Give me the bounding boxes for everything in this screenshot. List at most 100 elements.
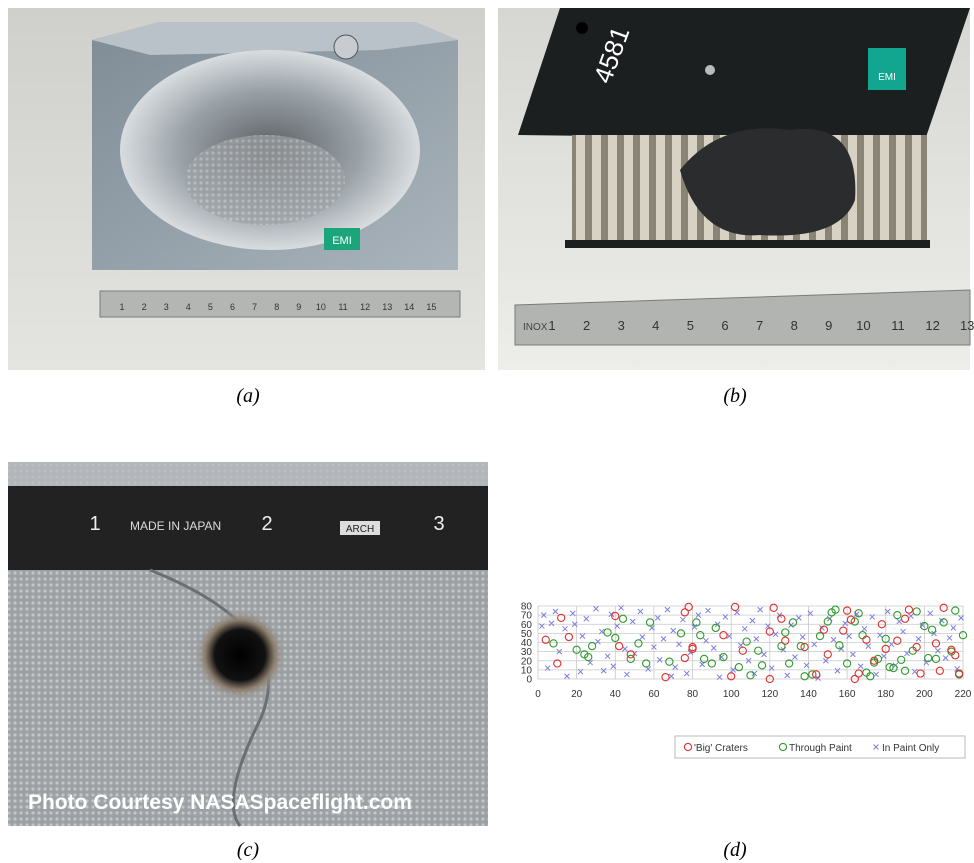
ruler-number: 12	[360, 302, 370, 312]
point	[563, 626, 568, 631]
x-tick-label: 200	[916, 689, 933, 700]
point	[897, 619, 902, 624]
x-tick-label: 20	[571, 689, 583, 700]
ruler-number: 2	[583, 318, 590, 333]
ruler-brand: ARCH	[346, 524, 374, 535]
point	[638, 609, 643, 614]
point	[564, 674, 569, 679]
point	[908, 614, 913, 619]
point	[917, 670, 924, 677]
ruler-brand: INOX	[523, 322, 548, 333]
ruler-number: 3	[433, 513, 444, 535]
legend-label: Through Paint	[789, 743, 852, 754]
point	[940, 604, 947, 611]
ruler-number: 10	[856, 318, 870, 333]
x-tick-label: 160	[839, 689, 856, 700]
ruler-number: 13	[382, 302, 392, 312]
point	[855, 670, 862, 677]
ruler-number: 4	[186, 302, 191, 312]
watermark: Photo Courtesy NASASpaceflight.com	[28, 791, 412, 814]
point	[758, 607, 763, 612]
ruler-number: 9	[296, 302, 301, 312]
point	[553, 609, 558, 614]
point	[858, 664, 863, 669]
ruler-number: 3	[164, 302, 169, 312]
point	[952, 607, 959, 614]
point	[862, 626, 867, 631]
ruler-number: 1	[89, 513, 100, 535]
ruler-number: 3	[618, 318, 625, 333]
ruler-number: 7	[756, 318, 763, 333]
point	[894, 637, 901, 644]
point	[932, 655, 939, 662]
ruler-text: MADE IN JAPAN	[130, 519, 221, 533]
ruler-number: 1	[548, 318, 555, 333]
point	[706, 608, 711, 613]
x-tick-label: 60	[648, 689, 660, 700]
point	[635, 640, 642, 647]
figure: EMI 123456789101112131415 4581 EMI INOX …	[0, 0, 974, 863]
point	[792, 655, 797, 660]
point	[697, 632, 704, 639]
point	[657, 657, 662, 662]
point	[782, 637, 789, 644]
point	[720, 632, 727, 639]
photo-c: MADE IN JAPAN ARCH 1 2 3 Photo Courtesy NA…	[8, 462, 488, 826]
point	[770, 604, 777, 611]
point	[712, 624, 719, 631]
ruler-number: 8	[274, 302, 279, 312]
point	[796, 615, 801, 620]
point	[754, 636, 759, 641]
ruler-number: 11	[338, 302, 347, 312]
point	[898, 656, 905, 663]
point	[778, 615, 785, 622]
point	[584, 616, 589, 621]
caption: (d)	[723, 839, 747, 861]
ruler-number: 12	[925, 318, 939, 333]
point	[671, 628, 676, 633]
legend-label: In Paint Only	[882, 743, 939, 754]
point	[947, 635, 952, 640]
caption: (a)	[236, 385, 260, 407]
ruler-number: 2	[261, 513, 272, 535]
point	[901, 667, 908, 674]
point	[605, 654, 610, 659]
point	[731, 603, 738, 610]
point	[742, 626, 747, 631]
point	[624, 672, 629, 677]
point	[800, 635, 805, 640]
point	[935, 648, 940, 653]
ruler-number: 6	[230, 302, 235, 312]
point	[859, 632, 866, 639]
badge: EMI	[878, 72, 896, 83]
ruler-number: 11	[891, 318, 905, 333]
point	[913, 608, 920, 615]
point	[665, 607, 670, 612]
x-tick-label: 120	[761, 689, 778, 700]
x-tick-label: 100	[723, 689, 740, 700]
x-tick-label: 40	[610, 689, 622, 700]
x-tick-label: 140	[800, 689, 817, 700]
x-tick-label: 180	[877, 689, 894, 700]
y-tick-label: 80	[521, 602, 533, 613]
point	[588, 643, 595, 650]
ruler-number: 4	[652, 318, 659, 333]
point	[701, 655, 708, 662]
caption: (b)	[723, 385, 747, 407]
figure-canvas: EMI 123456789101112131415 4581 EMI INOX …	[0, 0, 974, 863]
point	[762, 652, 767, 657]
point	[905, 606, 912, 613]
point	[711, 645, 716, 650]
point	[943, 656, 948, 661]
point	[619, 615, 626, 622]
point	[785, 673, 790, 678]
point	[604, 629, 611, 636]
point	[662, 674, 669, 681]
point	[655, 615, 660, 620]
ruler-number: 15	[426, 302, 436, 312]
point	[773, 632, 778, 637]
point	[616, 643, 623, 650]
legend-label: 'Big' Craters	[694, 743, 748, 754]
